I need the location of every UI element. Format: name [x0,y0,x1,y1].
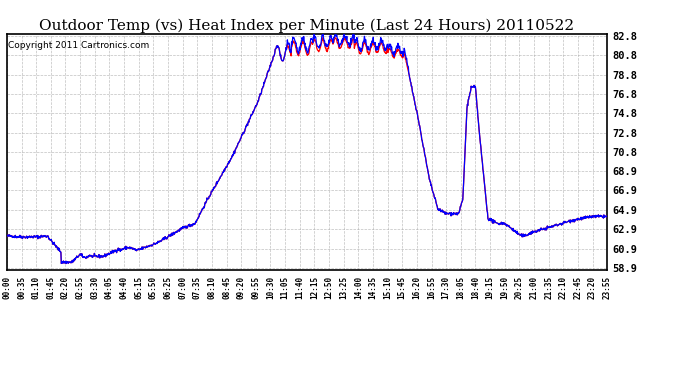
Title: Outdoor Temp (vs) Heat Index per Minute (Last 24 Hours) 20110522: Outdoor Temp (vs) Heat Index per Minute … [39,18,575,33]
Text: Copyright 2011 Cartronics.com: Copyright 2011 Cartronics.com [8,41,149,50]
